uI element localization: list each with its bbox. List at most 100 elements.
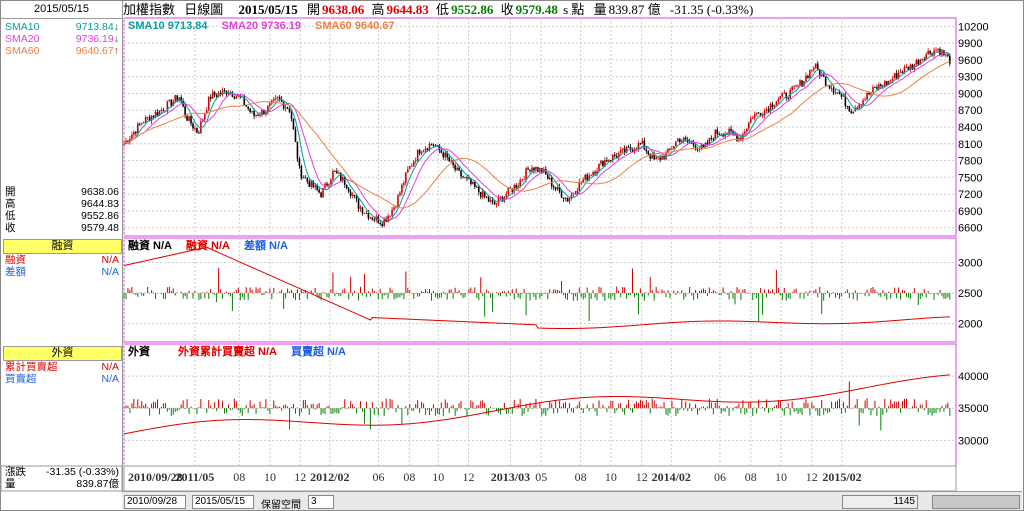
candle-body (714, 129, 717, 140)
candle-body (862, 100, 864, 105)
candle-body (487, 197, 490, 202)
candle-body (566, 197, 569, 202)
candle-body (649, 154, 652, 159)
candle-body (332, 170, 334, 180)
candle-body (174, 95, 177, 102)
candle-body (408, 166, 411, 170)
candle-body (623, 148, 626, 153)
candle-body (314, 185, 316, 188)
top-open: 9638.06 (322, 2, 365, 17)
candle-body (186, 116, 188, 121)
candle-body (541, 168, 543, 173)
candle-body (405, 172, 407, 184)
candle-body (848, 106, 851, 112)
candle-body (391, 209, 393, 216)
sma-line-0 (123, 50, 951, 223)
candle-body (751, 118, 754, 120)
candle-body (148, 116, 151, 121)
candle-body (874, 87, 876, 88)
y-tick-label: 6900 (958, 206, 982, 218)
candle-body (795, 85, 797, 87)
candle-body (513, 185, 516, 192)
candle-body (570, 194, 573, 199)
candle-body (659, 156, 661, 160)
candle-body (412, 161, 415, 167)
x-tick-label: 12 (806, 470, 818, 484)
candle-body (757, 112, 760, 114)
candle-body (263, 109, 265, 115)
candle-body (403, 183, 405, 185)
scrollbar[interactable] (932, 495, 1020, 509)
x-tick-label: 10 (605, 470, 617, 484)
candle-body (816, 63, 819, 70)
candle-body (716, 129, 719, 134)
ohlc-row: 開 9638.06 (5, 186, 119, 198)
candle-body (140, 123, 143, 124)
candle-body (612, 154, 614, 161)
candle-body (322, 188, 324, 198)
candle-body (761, 115, 764, 117)
candle-body (219, 92, 222, 95)
candle-body (466, 177, 468, 179)
ohlc-row: 收 9579.48 (5, 222, 119, 234)
candle-body (158, 110, 161, 116)
candle-body (259, 115, 261, 116)
candle-body (316, 185, 318, 190)
candle-body (519, 180, 521, 186)
candle-body (483, 190, 486, 197)
y-tick-label: 30000 (958, 435, 989, 447)
candle-body (749, 118, 752, 123)
candle-body (801, 80, 803, 87)
end-date-select[interactable]: 2015/05/15 (192, 495, 254, 509)
candle-body (708, 137, 711, 145)
candle-body (909, 64, 912, 71)
legend-item: 外資 (127, 344, 150, 358)
candle-body (432, 144, 435, 147)
keep-space-input[interactable]: 3 (308, 495, 334, 509)
candle-body (897, 72, 900, 79)
candle-body (813, 67, 815, 70)
candle-body (736, 135, 738, 141)
arrow-down-icon: ↓ (113, 21, 119, 33)
candle-body (515, 185, 518, 188)
candle-body (544, 169, 547, 175)
candle-body (227, 93, 230, 95)
candle-body (355, 195, 358, 200)
candle-body (943, 50, 945, 56)
x-tick-label: 08 (745, 470, 757, 484)
candle-body (679, 138, 681, 143)
start-date-select[interactable]: 2010/09/28 (124, 495, 186, 509)
foreign-bars (123, 381, 951, 431)
candle-body (600, 160, 602, 164)
candle-body (442, 152, 445, 158)
candle-body (590, 175, 592, 177)
candle-body (883, 81, 886, 87)
candle-body (531, 167, 533, 172)
candle-body (375, 216, 378, 220)
candle-body (677, 138, 679, 142)
candle-body (917, 60, 920, 65)
candle-body (779, 96, 782, 100)
candle-body (237, 95, 240, 97)
y-tick-label: 9000 (958, 88, 982, 100)
candle-body (383, 219, 385, 227)
candle-body (144, 116, 147, 123)
candle-body (755, 112, 758, 115)
candle-body (604, 160, 606, 167)
candle-body (783, 92, 786, 94)
y-tick-label: 40000 (958, 371, 989, 383)
candle-body (539, 168, 541, 172)
candle-body (267, 105, 269, 113)
candle-body (288, 108, 291, 113)
candle-body (138, 123, 141, 125)
candle-body (340, 173, 342, 181)
candle-body (546, 174, 549, 180)
candle-body (255, 115, 257, 116)
candle-body (479, 192, 482, 198)
x-tick-label: 06 (373, 470, 385, 484)
margin-line (123, 246, 950, 330)
candle-body (211, 92, 214, 99)
candle-body (633, 149, 636, 152)
candle-body (594, 172, 596, 174)
candle-body (276, 97, 279, 98)
